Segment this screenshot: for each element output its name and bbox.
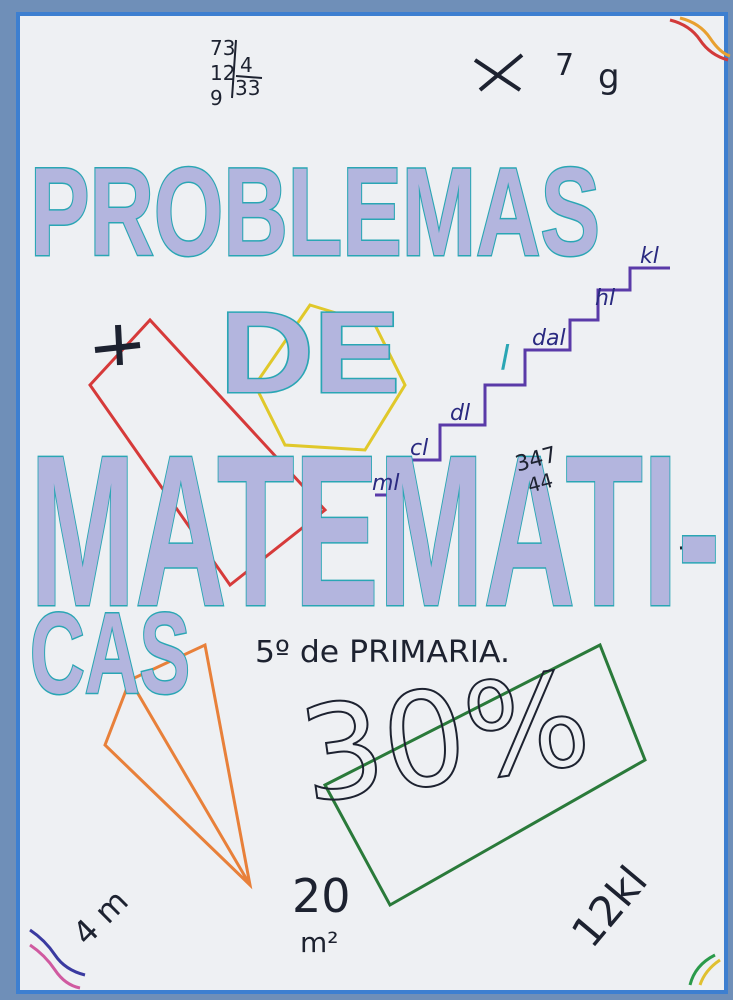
yellow-hexagon <box>253 303 407 452</box>
title-line: CAS <box>30 590 190 718</box>
corner-waves <box>29 16 731 990</box>
area-value: 20 <box>292 869 351 923</box>
top-letter: g <box>598 57 620 97</box>
times-sign <box>473 53 524 92</box>
subtitle: 5º de PRIMARIA. <box>255 635 510 670</box>
unit-label: l <box>500 339 510 379</box>
unit-label: dl <box>450 401 470 426</box>
unit-label: ml <box>372 471 400 496</box>
unit-label: cl <box>410 436 428 461</box>
unit-staircase <box>375 266 670 497</box>
division-number: 73 <box>210 36 235 60</box>
division-number: 9 <box>210 86 223 110</box>
paper <box>16 12 728 994</box>
division-bracket <box>231 39 263 99</box>
area-unit: m² <box>300 926 339 959</box>
unit-label: hl <box>595 286 615 311</box>
plus-sign <box>94 324 141 366</box>
red-rectangle <box>88 317 328 588</box>
unit-label: kl <box>640 244 659 269</box>
dash <box>679 544 716 550</box>
division-number: 12 <box>210 61 235 85</box>
top-number: 7 <box>555 48 574 83</box>
green-rectangle <box>322 642 647 908</box>
orange-triangles <box>103 642 253 890</box>
division: 73 4 12 33 9 <box>210 36 260 110</box>
division-number: 33 <box>235 76 260 100</box>
title-line: PROBLEMAS <box>30 143 600 282</box>
title-line: DE <box>220 289 400 417</box>
division-number: 4 <box>240 53 253 77</box>
unit-label: dal <box>532 326 566 351</box>
title-line: MATEMATI- <box>30 410 720 651</box>
